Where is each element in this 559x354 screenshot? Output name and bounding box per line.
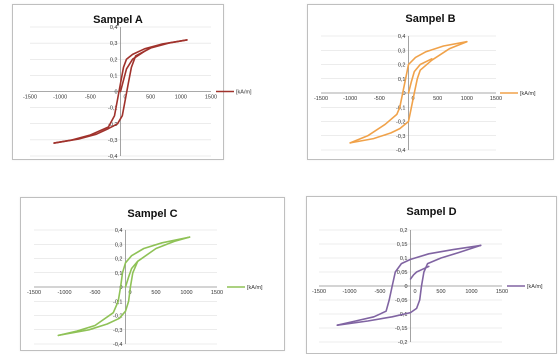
y-tick-label: -0,4	[113, 342, 122, 348]
y-tick-label: 0,2	[110, 57, 118, 63]
y-tick-label: 0,1	[115, 271, 123, 277]
chart-svg: 0,4 0,3 0,2 0,1 0 -0,1 -0,2 -0,3 -0,4 -1500 -1000 -…	[314, 34, 536, 154]
x-tick-label: -500	[85, 95, 96, 101]
x-tick-label: -1000	[342, 289, 356, 295]
y-tick-label: 0,4	[110, 25, 118, 31]
x-tick-label: 1500	[205, 95, 217, 101]
legend-label: [kA/m]	[236, 90, 252, 96]
y-tick-label: -0,3	[113, 328, 122, 334]
x-tick-label: 1000	[180, 290, 192, 296]
y-tick-label: -0,4	[108, 154, 117, 160]
x-tick-label: -1500	[23, 95, 37, 101]
y-tick-label: 0,3	[115, 242, 123, 248]
x-tick-label: 500	[433, 96, 442, 102]
x-tick-label: 500	[436, 289, 445, 295]
x-tick-label: -500	[374, 289, 385, 295]
x-tick-label: -500	[374, 96, 385, 102]
y-tick-label: -0,2	[108, 122, 117, 128]
y-tick-label: 0,4	[115, 228, 123, 234]
x-tick-label: -1000	[57, 290, 71, 296]
y-tick-label: 0,4	[398, 34, 406, 40]
y-tick-label: -0,2	[113, 314, 122, 320]
chart-panel-sampel-c: Sampel C 0,4 0,3 0,2 0,1 0 -0,1 -0,2 -0,3 -0,4 -1…	[20, 197, 285, 351]
chart-title: Sampel A	[93, 14, 143, 26]
hysteresis-branch-2	[57, 236, 191, 337]
y-tick-label: -0,4	[396, 148, 405, 154]
x-tick-label: -1500	[312, 289, 326, 295]
y-tick-label: 0	[402, 91, 405, 97]
hysteresis-branch-2	[349, 40, 468, 144]
x-tick-label: -1000	[343, 96, 357, 102]
y-tick-label: 0,3	[110, 41, 118, 47]
chart-title: Sampel B	[405, 13, 456, 25]
hysteresis-branch-1	[57, 236, 191, 337]
hysteresis-branch-1	[53, 39, 188, 144]
y-tick-label: 0,1	[110, 73, 118, 79]
x-tick-label: 1000	[465, 289, 477, 295]
hysteresis-branch-1	[336, 244, 482, 326]
y-tick-label: 0,2	[400, 228, 408, 234]
y-tick-label: -0,2	[396, 120, 405, 126]
x-tick-label: 1500	[211, 290, 223, 296]
legend-label: [kA/m]	[520, 91, 536, 97]
hysteresis-branch-3	[119, 50, 146, 93]
legend-label: [kA/m]	[247, 285, 263, 291]
y-tick-label: -0,05	[395, 298, 408, 304]
hysteresis-branch-2	[336, 244, 482, 326]
chart-svg: 0,4 0,3 0,2 0,1 0 -0,1 -0,2 -0,3 -0,4 -1500 -1000 -…	[23, 25, 252, 160]
hysteresis-branch-3	[407, 57, 433, 94]
x-tick-label: 1500	[496, 289, 508, 295]
x-tick-label: 1000	[175, 95, 187, 101]
y-tick-label: -0,3	[108, 138, 117, 144]
y-tick-label: -0,3	[396, 134, 405, 140]
y-tick-label: 0,15	[397, 242, 408, 248]
hysteresis-branch-2	[53, 39, 188, 144]
x-tick-label: -500	[89, 290, 100, 296]
chart-panel-sampel-d: Sampel D 0,2 0,15 0,1 0,05 0 -0,05 -0,1 -0,15 -0…	[306, 196, 557, 354]
hysteresis-branch-3	[409, 265, 430, 280]
chart-svg: 0,20,150,10,050-0,05-0,1-0,15-0,2-1500 -1…	[312, 228, 543, 346]
y-tick-label: 0,2	[115, 257, 123, 263]
y-tick-label: 0,1	[400, 256, 408, 262]
y-tick-label: 0,05	[397, 270, 408, 276]
x-tick-label: 1500	[490, 96, 502, 102]
y-tick-label: -0,1	[396, 105, 405, 111]
x-tick-label: 500	[151, 290, 160, 296]
x-tick-label: -1500	[27, 290, 41, 296]
y-tick-label: 0,1	[398, 77, 406, 83]
chart-panel-sampel-b: Sampel B 0,4 0,3 0,2 0,1 0 -0,1 -0,2 -0,3 -0,4 -1…	[307, 4, 554, 160]
y-tick-label: -0,2	[398, 340, 407, 346]
hysteresis-branch-3	[124, 260, 139, 288]
x-tick-label: -1000	[53, 95, 67, 101]
hysteresis-branch-1	[349, 40, 468, 144]
x-tick-label: 1000	[461, 96, 473, 102]
y-tick-label: 0	[114, 90, 117, 96]
chart-svg: 0,40,30,20,10-0,1-0,2-0,3-0,4-1500 -1000-…	[27, 228, 263, 348]
chart-title: Sampel C	[127, 208, 178, 220]
y-tick-label: 0,2	[398, 63, 406, 69]
y-tick-label: 0,3	[398, 48, 406, 54]
x-tick-label: -1500	[314, 96, 328, 102]
chart-panel-sampel-a: Sampel A 0,4 0,3 0,2 0,1 0 -0,1 -0,2 -0,3 -0,4 -1…	[12, 4, 252, 160]
x-tick-label: 500	[146, 95, 155, 101]
chart-title: Sampel D	[406, 206, 457, 218]
legend-label: [kA/m]	[527, 284, 543, 290]
y-tick-label: -0,1	[108, 106, 117, 112]
y-tick-label: 0	[404, 284, 407, 290]
y-tick-label: -0,15	[395, 326, 408, 332]
x-tick-label: 0	[414, 289, 417, 295]
